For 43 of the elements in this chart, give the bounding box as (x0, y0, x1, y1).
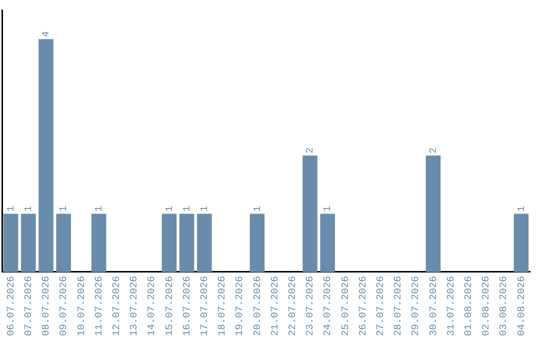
data-label: 1 (59, 206, 70, 212)
x-tick-label: 21.07.2026 (270, 276, 282, 336)
x-tick-label: 30.07.2026 (428, 276, 440, 336)
x-tick-label: 19.07.2026 (235, 276, 246, 336)
x-tick-label: 23.07.2026 (306, 276, 317, 336)
data-label: 1 (323, 206, 334, 212)
x-tick-label: 11.07.2026 (94, 276, 106, 336)
x-tick-label: 02.08.2026 (482, 276, 493, 336)
data-label: 1 (516, 206, 528, 212)
data-label: 1 (200, 206, 212, 212)
data-label: 2 (428, 148, 440, 154)
x-tick-label: 01.08.2026 (464, 276, 476, 336)
x-tick-label: 15.07.2026 (164, 276, 176, 336)
x-tick-label: 16.07.2026 (182, 276, 194, 336)
x-tick-label: 12.07.2026 (112, 276, 124, 336)
x-tick-label: 10.07.2026 (76, 276, 88, 336)
x-tick-label: 26.07.2026 (358, 276, 370, 336)
data-label: 1 (252, 206, 264, 212)
x-tick-label: 08.07.2026 (42, 276, 53, 336)
x-tick-label: 07.07.2026 (24, 276, 36, 336)
x-tick-label: 04.08.2026 (516, 276, 528, 336)
data-label: 1 (6, 206, 18, 212)
x-tick-label: 06.07.2026 (6, 276, 18, 336)
x-tick-label: 29.07.2026 (411, 276, 422, 336)
data-label: 1 (182, 206, 194, 212)
data-label: 4 (42, 31, 53, 38)
x-tick-label: 17.07.2026 (200, 276, 212, 336)
x-tick-label: 20.07.2026 (252, 276, 264, 336)
x-tick-label: 22.07.2026 (288, 276, 300, 336)
x-tick-label: 18.07.2026 (218, 276, 229, 336)
data-label: 1 (164, 206, 176, 212)
x-tick-label: 28.07.2026 (394, 276, 405, 336)
data-label: 1 (94, 206, 106, 212)
x-tick-label: 14.07.2026 (147, 276, 158, 336)
x-tick-label: 27.07.2026 (376, 276, 388, 336)
data-label: 1 (24, 206, 36, 212)
x-tick-label: 31.07.2026 (446, 276, 458, 336)
data-label: 2 (306, 148, 317, 154)
x-tick-label: 03.08.2026 (499, 276, 510, 336)
x-tick-label: 24.07.2026 (323, 276, 334, 336)
x-tick-label: 09.07.2026 (59, 276, 70, 336)
x-tick-label: 25.07.2026 (340, 276, 352, 336)
x-tick-label: 13.07.2026 (130, 276, 141, 336)
